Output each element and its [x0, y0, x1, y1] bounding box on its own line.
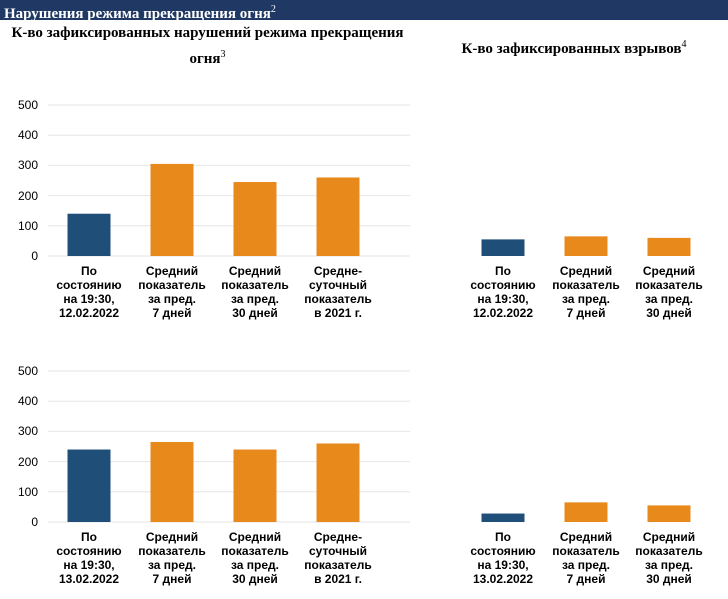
column-title-text: К-во зафиксированных нарушений режима пр…: [11, 25, 404, 67]
bar: [150, 441, 194, 522]
bar: [316, 177, 360, 256]
y-tick-label: 200: [17, 188, 38, 203]
bar: [67, 213, 111, 256]
x-tick-label: Средний показатель за пред. 30 дней: [635, 530, 703, 586]
x-tick-label: По состоянию на 19:30, 13.02.2022: [470, 530, 536, 586]
header: Нарушения режима прекращения огня2: [0, 0, 728, 22]
bar: [647, 505, 691, 522]
bar: [481, 513, 525, 522]
y-tick-label: 100: [17, 218, 38, 233]
y-tick-label: 200: [17, 454, 38, 469]
y-tick-label: 0: [31, 249, 38, 263]
bar: [150, 163, 194, 256]
y-tick-label: 500: [17, 98, 38, 112]
header-title: Нарушения режима прекращения огня: [4, 6, 271, 22]
x-tick-label: Средний показатель за пред. 7 дней: [138, 264, 206, 320]
bar: [481, 239, 525, 256]
column-title: К-во зафиксированных нарушений режима пр…: [10, 23, 405, 70]
x-tick-label: Средний показатель за пред. 7 дней: [138, 530, 206, 586]
y-tick-label: 0: [31, 515, 38, 529]
x-tick-label: Средний показатель за пред. 30 дней: [635, 264, 703, 320]
x-tick-label: По состоянию на 19:30, 12.02.2022: [56, 264, 122, 320]
bar: [564, 502, 608, 522]
x-tick-label: Средний показатель за пред. 7 дней: [552, 530, 620, 586]
y-tick-label: 400: [17, 394, 38, 409]
x-tick-label: Средний показатель за пред. 7 дней: [552, 264, 620, 320]
y-tick-label: 300: [17, 158, 38, 173]
bar: [564, 236, 608, 256]
bar: [67, 449, 111, 522]
y-tick-label: 500: [17, 364, 38, 378]
x-tick-label: Средний показатель за пред. 30 дней: [221, 264, 289, 320]
bar: [233, 449, 277, 522]
bar: [316, 443, 360, 522]
y-tick-label: 300: [17, 424, 38, 439]
column-note: 3: [220, 49, 226, 60]
bar: [233, 182, 277, 256]
x-tick-label: Средне- суточный показатель в 2021 г.: [304, 530, 372, 586]
x-tick-label: Средне- суточный показатель в 2021 г.: [304, 264, 372, 320]
bar: [647, 237, 691, 256]
x-tick-label: По состоянию на 19:30, 13.02.2022: [56, 530, 122, 586]
y-tick-label: 100: [17, 484, 38, 499]
x-tick-label: По состоянию на 19:30, 12.02.2022: [470, 264, 536, 320]
column-title: К-во зафиксированных взрывов4: [420, 34, 728, 60]
y-tick-label: 400: [17, 128, 38, 143]
column-note: 4: [681, 39, 687, 50]
column-title-text: К-во зафиксированных взрывов: [461, 41, 682, 57]
header-note: 2: [270, 4, 276, 15]
x-tick-label: Средний показатель за пред. 30 дней: [221, 530, 289, 586]
